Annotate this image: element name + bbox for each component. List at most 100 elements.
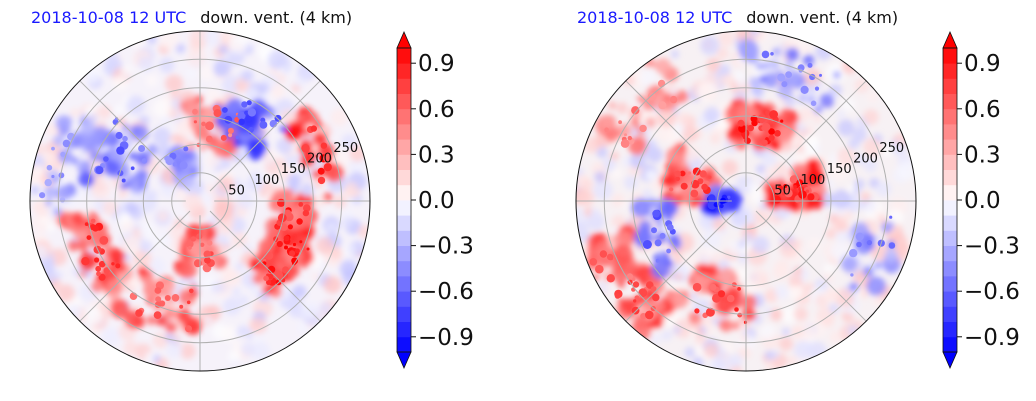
colorbar-segment bbox=[397, 93, 411, 110]
field-blob bbox=[872, 294, 884, 306]
radial-tick-label: 100 bbox=[801, 173, 826, 188]
field-blob bbox=[729, 208, 749, 228]
field-blob bbox=[593, 180, 613, 200]
field-blob bbox=[97, 105, 112, 119]
field-cell bbox=[294, 248, 300, 254]
field-blob bbox=[300, 261, 308, 269]
field-blob bbox=[735, 268, 747, 280]
field-cell bbox=[189, 288, 194, 294]
field-blob bbox=[323, 192, 333, 202]
panel-title: 2018-10-08 12 UTC down. vent. (4 km) bbox=[31, 8, 352, 27]
field-blob bbox=[718, 64, 731, 76]
field-cell bbox=[889, 215, 893, 219]
field-blob bbox=[624, 175, 638, 190]
field-blob bbox=[68, 240, 80, 252]
colorbar-tick-label: 0.3 bbox=[418, 142, 455, 168]
field-blob bbox=[886, 221, 895, 230]
field-blob bbox=[774, 284, 789, 300]
field-cell bbox=[687, 171, 691, 175]
azimuth-spoke bbox=[79, 80, 191, 192]
colorbar-tick-label: 0.0 bbox=[964, 188, 1001, 214]
field-blob bbox=[712, 357, 726, 371]
field-cell bbox=[291, 257, 298, 265]
field-blob bbox=[238, 295, 249, 306]
field-blob bbox=[241, 69, 254, 82]
field-cell bbox=[196, 233, 203, 240]
field-cell bbox=[177, 152, 181, 156]
colorbar-segment bbox=[397, 78, 411, 94]
field-cell bbox=[640, 313, 647, 320]
field-cell bbox=[99, 236, 109, 245]
field-blob bbox=[106, 279, 121, 293]
field-cell bbox=[292, 242, 297, 247]
field-cell bbox=[51, 146, 55, 151]
field-cell bbox=[46, 164, 53, 171]
field-blob bbox=[785, 47, 800, 61]
field-cell bbox=[266, 279, 272, 285]
field-cell bbox=[620, 139, 630, 148]
field-blob bbox=[645, 117, 656, 128]
colorbar-segment bbox=[397, 291, 411, 307]
field-blob bbox=[779, 238, 799, 258]
field-cell bbox=[115, 263, 121, 269]
field-cell bbox=[296, 218, 303, 225]
field-cell bbox=[699, 170, 707, 178]
colorbar: 0.9 0.6 0.3 0.0 −0.3 −0.6 −0.9 bbox=[942, 31, 1020, 369]
field-blob bbox=[123, 340, 139, 356]
field-cell bbox=[768, 128, 775, 135]
field-blob bbox=[788, 284, 803, 300]
field-cells bbox=[589, 50, 896, 324]
field-blob bbox=[136, 168, 149, 181]
field-blob bbox=[805, 167, 824, 186]
field-cell bbox=[680, 182, 688, 190]
colorbar-segment bbox=[397, 108, 411, 125]
field-blob bbox=[833, 71, 841, 79]
field-blob bbox=[346, 244, 357, 255]
field-cell bbox=[188, 245, 192, 250]
field-blob bbox=[165, 74, 184, 93]
field-blob bbox=[837, 147, 856, 167]
field-blob bbox=[874, 262, 881, 269]
field-blob bbox=[101, 327, 121, 347]
field-blob bbox=[228, 34, 248, 54]
field-blob bbox=[716, 47, 729, 60]
field-blob bbox=[297, 115, 305, 123]
colorbar-segment bbox=[943, 291, 957, 307]
field-cell bbox=[267, 265, 276, 274]
field-cell bbox=[657, 79, 666, 88]
field-blob bbox=[172, 171, 186, 184]
field-cell bbox=[624, 133, 627, 137]
field-cell bbox=[849, 248, 858, 258]
field-blob bbox=[299, 183, 314, 198]
field-cell bbox=[44, 178, 52, 187]
field-blob bbox=[176, 308, 192, 324]
field-blob bbox=[616, 102, 628, 114]
field-blob bbox=[611, 167, 622, 179]
field-cell bbox=[289, 250, 296, 257]
field-cell bbox=[669, 187, 674, 192]
field-blob bbox=[183, 192, 203, 213]
field-cell bbox=[274, 270, 284, 280]
field-blob bbox=[120, 182, 128, 190]
field-blob bbox=[703, 342, 719, 358]
colorbar-segment bbox=[397, 336, 411, 353]
field-blob bbox=[688, 311, 702, 325]
field-blob bbox=[793, 307, 808, 322]
field-cell bbox=[734, 307, 739, 312]
field-blob bbox=[777, 82, 793, 99]
field-cell bbox=[98, 273, 106, 281]
field-blob bbox=[90, 126, 111, 147]
field-blob bbox=[884, 248, 898, 263]
field-blob bbox=[206, 153, 221, 168]
field-blob bbox=[297, 321, 310, 334]
field-blob bbox=[83, 105, 94, 117]
colorbar-segment bbox=[397, 154, 411, 170]
field-cell bbox=[193, 120, 197, 124]
field-cell bbox=[632, 281, 640, 288]
azimuth-spoke bbox=[625, 80, 737, 192]
field-blob bbox=[54, 270, 63, 280]
colorbar-extend-min bbox=[942, 351, 958, 369]
colorbar-extend-max bbox=[942, 31, 958, 49]
field-blob bbox=[835, 219, 848, 232]
field-cell bbox=[793, 188, 797, 192]
